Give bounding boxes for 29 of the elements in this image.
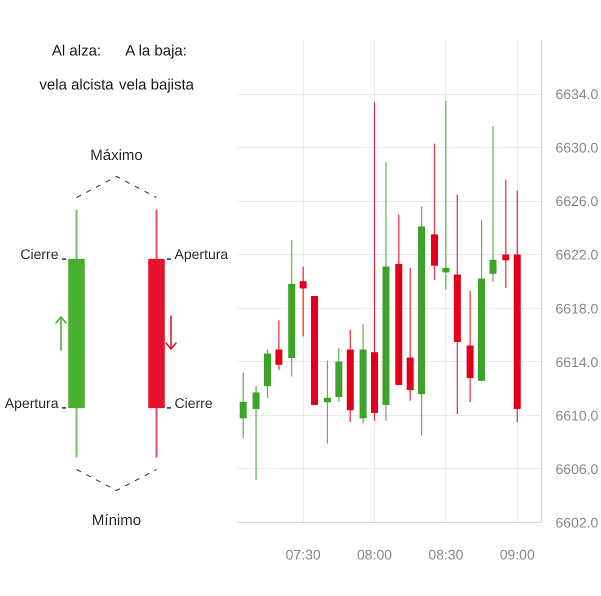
x-tick-label: 07:30: [286, 546, 321, 562]
y-tick-label: 6618.0: [556, 300, 599, 316]
y-tick-label: 6630.0: [556, 140, 599, 156]
y-tick-label: 6606.0: [556, 460, 599, 477]
annotation: Apertura: [174, 246, 228, 262]
x-tick-label: A la baja: vela bajista: [118, 42, 195, 94]
x-tick-label: 08:00: [356, 546, 392, 562]
text: Máximo: [90, 147, 143, 164]
x-tick-label: 08:30: [428, 546, 464, 562]
candlestick: [489, 126, 496, 282]
annotation: Cierre: [20, 246, 59, 262]
x-tick-label: 09:00: [500, 546, 535, 562]
y-tick-label: 6610.0: [556, 407, 599, 424]
candlestick: [442, 100, 450, 290]
candlestick: [275, 320, 282, 371]
annotation: Apertura: [4, 394, 59, 411]
text: Mínimo: [92, 512, 142, 529]
annotation: Cierre: [174, 394, 213, 411]
y-tick-label: 6614.0: [556, 354, 599, 370]
y-tick-label: 6622.0: [556, 246, 599, 263]
candlestick: [252, 385, 260, 480]
candlestick: [324, 360, 331, 444]
candlestick: [240, 372, 247, 439]
candlestick: [502, 179, 510, 289]
y-tick-label: 6602.0: [556, 514, 599, 530]
candlestick: [300, 266, 307, 338]
y-tick-label: 6626.0: [556, 193, 599, 210]
y-tick-label: 6634.0: [556, 86, 599, 102]
x-tick-label: Al alza: vela alcista: [39, 42, 114, 94]
